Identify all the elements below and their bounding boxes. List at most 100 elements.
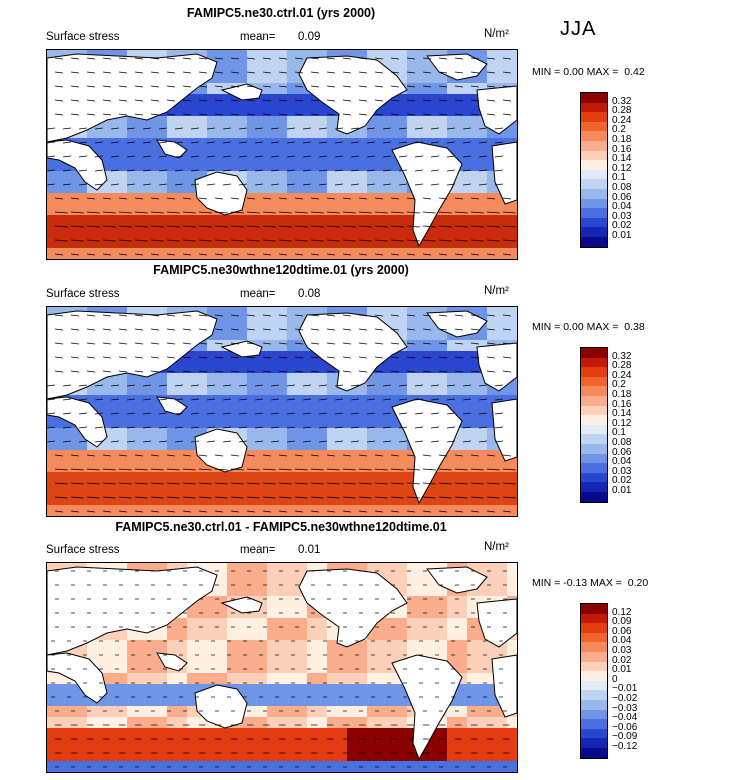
wind-vector xyxy=(62,155,72,158)
stress-field-cell xyxy=(267,384,287,395)
wind-vector xyxy=(414,155,424,158)
stress-field-cell xyxy=(367,395,387,406)
wind-vector xyxy=(278,71,288,74)
stress-field-cell xyxy=(287,618,307,629)
stress-field-cell xyxy=(327,384,347,395)
stress-field-cell xyxy=(127,237,147,248)
wind-vector xyxy=(502,57,512,60)
wind-vector xyxy=(374,57,384,60)
stress-field-cell xyxy=(387,472,407,483)
stress-field-cell xyxy=(227,494,247,505)
stress-field-cell xyxy=(127,149,147,160)
stress-field-cell xyxy=(247,149,267,160)
map-plot xyxy=(46,306,518,517)
stress-field-cell xyxy=(67,237,87,248)
stress-field-cell xyxy=(87,750,107,761)
wind-vector xyxy=(486,314,496,317)
stress-field-cell xyxy=(447,494,467,505)
stress-field-cell xyxy=(107,237,127,248)
wind-vector xyxy=(230,510,240,513)
colorbar-tick-label: 0.1 xyxy=(612,172,626,184)
stress-field-cell xyxy=(227,761,247,772)
stress-field-cell xyxy=(267,307,287,318)
stress-field-cell xyxy=(487,307,507,318)
stress-field-cell xyxy=(487,574,507,585)
stress-field-cell xyxy=(327,563,347,574)
wind-vector xyxy=(390,496,404,499)
wind-vector xyxy=(358,239,372,242)
stress-field-cell xyxy=(267,226,287,237)
wind-vector xyxy=(174,141,184,144)
stress-field-cell xyxy=(207,318,227,329)
stress-field-cell xyxy=(287,428,307,439)
stress-field-cell xyxy=(327,450,347,461)
wind-vector xyxy=(310,85,320,88)
wind-vector xyxy=(382,440,392,443)
stress-field-cell xyxy=(247,362,267,373)
wind-vector xyxy=(278,454,288,457)
stress-field-cell xyxy=(307,439,327,450)
wind-vector xyxy=(94,141,104,144)
stress-field-cell xyxy=(287,138,307,149)
stress-field-cell xyxy=(427,618,447,629)
wind-vector xyxy=(310,99,320,102)
stress-field-cell xyxy=(367,248,387,259)
stress-field-cell xyxy=(227,472,247,483)
stress-field-cell xyxy=(447,505,467,516)
stress-field-cell xyxy=(247,395,267,406)
wind-vector xyxy=(278,342,288,345)
wind-vector xyxy=(150,57,160,60)
wind-vector xyxy=(254,398,264,401)
stress-field-cell xyxy=(287,351,307,362)
wind-vector xyxy=(454,496,468,499)
wind-vector xyxy=(214,468,228,471)
wind-vector xyxy=(254,183,264,186)
wind-vector xyxy=(398,183,408,186)
colorbar-tick-label: 0.1 xyxy=(612,427,626,439)
wind-vector xyxy=(438,370,448,373)
wind-vector xyxy=(430,169,440,172)
stress-field-cell xyxy=(487,237,507,248)
wind-vector xyxy=(326,496,340,499)
stress-field-cell xyxy=(167,248,187,259)
wind-vector xyxy=(198,356,208,359)
wind-vector xyxy=(422,225,436,228)
wind-vector xyxy=(286,141,296,144)
wind-vector xyxy=(374,239,388,242)
wind-vector xyxy=(198,342,208,345)
wind-vector xyxy=(230,356,240,359)
stress-field-cell xyxy=(187,204,207,215)
wind-vector xyxy=(214,370,224,373)
wind-vector xyxy=(134,342,144,345)
stress-field-cell xyxy=(167,717,187,728)
min-max-stats: MIN = 0.00 MAX = 0.42 xyxy=(532,66,645,78)
wind-vector xyxy=(230,57,240,60)
stress-field-cell xyxy=(167,728,187,739)
wind-vector xyxy=(214,85,224,88)
wind-vector xyxy=(190,169,200,172)
wind-vector xyxy=(54,496,68,499)
stress-field-cell xyxy=(167,428,187,439)
stress-field-cell xyxy=(67,483,87,494)
stress-field-cell xyxy=(227,607,247,618)
stress-field-cell xyxy=(467,483,487,494)
wind-vector xyxy=(310,342,320,345)
stress-field-cell xyxy=(227,395,247,406)
stress-field-cell xyxy=(487,585,507,596)
wind-vector xyxy=(390,85,400,88)
wind-vector xyxy=(366,127,376,130)
wind-vector xyxy=(182,468,196,471)
stress-field-cell xyxy=(387,362,407,373)
wind-vector xyxy=(502,99,512,102)
stress-field-cell xyxy=(247,483,267,494)
stress-field-cell xyxy=(227,72,247,83)
colorbar-segment xyxy=(581,376,607,387)
stress-field-cell xyxy=(227,417,247,428)
stress-field-cell xyxy=(327,750,347,761)
wind-vector xyxy=(366,155,376,158)
stress-field-cell xyxy=(147,684,167,695)
stress-field-cell xyxy=(107,505,127,516)
stress-field-cell xyxy=(147,215,167,226)
colorbar-tick-label: 0.01 xyxy=(612,230,632,241)
wind-vector xyxy=(54,454,64,457)
